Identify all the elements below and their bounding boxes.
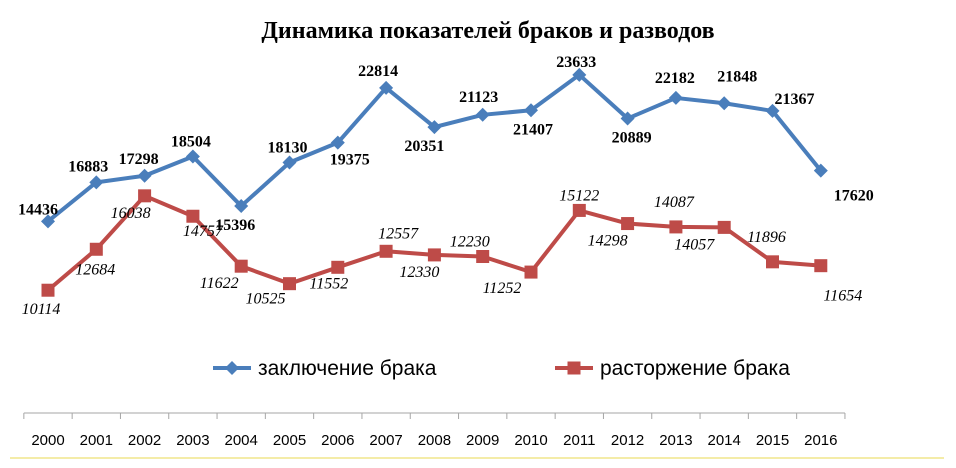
data-label-divorce-2010: 11252 [483, 280, 522, 297]
x-axis: 2000 2001 2002 2003 2004 2005 2006 2007 2008 2009… [10, 412, 944, 459]
x-tick-label-2011: 2011 [563, 432, 595, 449]
x-tick-label-2010: 2010 [514, 432, 547, 449]
data-label-marriage-2011: 23633 [556, 54, 596, 71]
data-label-divorce-2008: 12330 [399, 264, 439, 281]
data-label-divorce-2004: 11622 [200, 275, 239, 292]
point-divorce-2009 [476, 250, 490, 264]
data-label-marriage-2002: 17298 [119, 151, 159, 168]
data-label-marriage-2016: 17620 [834, 188, 874, 205]
series-divorce [41, 189, 828, 297]
x-tick-label-2012: 2012 [611, 432, 644, 449]
data-labels: 14436 16883 17298 18504 15396 18130 19375 22814… [18, 54, 874, 318]
point-marriage-2004 [234, 199, 249, 214]
x-tick-label-2015: 2015 [756, 432, 789, 449]
x-tick-label-2003: 2003 [176, 432, 209, 449]
data-label-divorce-2015: 11896 [747, 229, 786, 246]
point-divorce-2008 [427, 248, 441, 262]
x-tick-label-2014: 2014 [708, 432, 741, 449]
legend-marker-divorce [567, 361, 581, 375]
data-label-marriage-2015: 21367 [775, 91, 815, 108]
data-label-marriage-2007: 22814 [358, 63, 398, 80]
point-divorce-2001 [89, 242, 103, 256]
point-divorce-2015 [766, 255, 779, 269]
x-tick-label-2013: 2013 [659, 432, 692, 449]
point-divorce-2006 [331, 260, 345, 274]
x-tick-label-2009: 2009 [466, 432, 499, 449]
x-tick-label-2000: 2000 [31, 432, 64, 449]
x-tick-label-2001: 2001 [80, 432, 113, 449]
point-divorce-2013 [669, 220, 683, 234]
legend-marker-marriage [225, 361, 239, 375]
legend-item-marriage: заключение брака [213, 357, 437, 380]
point-divorce-2014 [717, 220, 731, 234]
series-layer [41, 67, 828, 297]
data-label-marriage-2003: 18504 [171, 134, 211, 151]
data-label-marriage-2001: 16883 [68, 158, 108, 175]
point-divorce-2016 [814, 259, 828, 273]
data-label-divorce-2000: 10114 [22, 301, 61, 318]
chart-title: Динамика показателей браков и разводов [261, 18, 714, 44]
x-tick-label-2007: 2007 [369, 432, 402, 449]
point-marriage-2006 [330, 135, 345, 150]
point-divorce-2011 [572, 203, 586, 217]
x-tick-label-2002: 2002 [128, 432, 161, 449]
data-label-divorce-2006: 11552 [309, 275, 348, 292]
data-label-marriage-2014: 21848 [717, 68, 757, 85]
legend: заключение брака расторжение брака [213, 357, 790, 380]
data-label-divorce-2012: 14298 [588, 233, 628, 250]
x-tick-label-2005: 2005 [273, 432, 306, 449]
x-tick-label-2004: 2004 [225, 432, 258, 449]
point-marriage-2007 [379, 80, 394, 95]
data-label-marriage-2010: 21407 [513, 121, 553, 138]
x-tick-label-2006: 2006 [321, 432, 354, 449]
data-label-divorce-2016: 11654 [823, 288, 862, 305]
data-label-marriage-2004: 15396 [215, 217, 255, 234]
point-divorce-2012 [621, 217, 635, 231]
point-marriage-2012 [620, 111, 635, 126]
data-label-marriage-2006: 19375 [330, 152, 370, 169]
point-divorce-2003 [186, 209, 200, 223]
point-marriage-2013 [668, 90, 683, 105]
point-marriage-2011 [572, 67, 587, 82]
data-label-marriage-2008: 20351 [404, 138, 444, 155]
legend-item-divorce: расторжение брака [555, 357, 790, 380]
data-label-divorce-2007: 12557 [378, 225, 419, 242]
data-label-marriage-2012: 20889 [612, 130, 652, 147]
point-divorce-2005 [283, 277, 296, 291]
legend-label-divorce: расторжение брака [600, 357, 790, 380]
point-marriage-2003 [185, 149, 200, 164]
point-divorce-2000 [41, 283, 55, 297]
point-marriage-2016 [813, 163, 828, 178]
point-divorce-2002 [138, 189, 152, 203]
point-marriage-2015 [765, 103, 780, 118]
x-tick-label-2016: 2016 [804, 432, 837, 449]
data-label-divorce-2005: 10525 [246, 291, 286, 308]
point-marriage-2014 [717, 96, 732, 111]
data-label-marriage-2013: 22182 [655, 70, 695, 87]
data-label-divorce-2013: 14087 [654, 194, 695, 211]
point-divorce-2007 [379, 244, 393, 258]
data-label-marriage-2009: 21123 [459, 89, 498, 106]
point-marriage-2000 [41, 214, 55, 229]
point-divorce-2004 [234, 259, 248, 273]
point-marriage-2001 [89, 175, 104, 190]
point-marriage-2010 [524, 103, 538, 118]
point-divorce-2010 [524, 265, 538, 279]
point-marriage-2005 [282, 155, 297, 170]
data-label-divorce-2002: 16038 [111, 205, 151, 222]
data-label-divorce-2014: 14057 [674, 236, 715, 253]
legend-label-marriage: заключение брака [258, 357, 437, 380]
data-label-marriage-2000: 14436 [18, 201, 58, 218]
point-marriage-2009 [475, 107, 490, 122]
data-label-divorce-2001: 12684 [75, 261, 115, 278]
point-marriage-2008 [427, 120, 442, 135]
point-marriage-2002 [137, 168, 152, 183]
data-label-divorce-2011: 15122 [559, 187, 599, 204]
data-label-divorce-2009: 12230 [450, 234, 490, 251]
data-label-divorce-2003: 14757 [183, 223, 224, 240]
series-marriage [41, 67, 828, 229]
x-tick-label-2008: 2008 [418, 432, 451, 449]
data-label-marriage-2005: 18130 [268, 139, 308, 156]
